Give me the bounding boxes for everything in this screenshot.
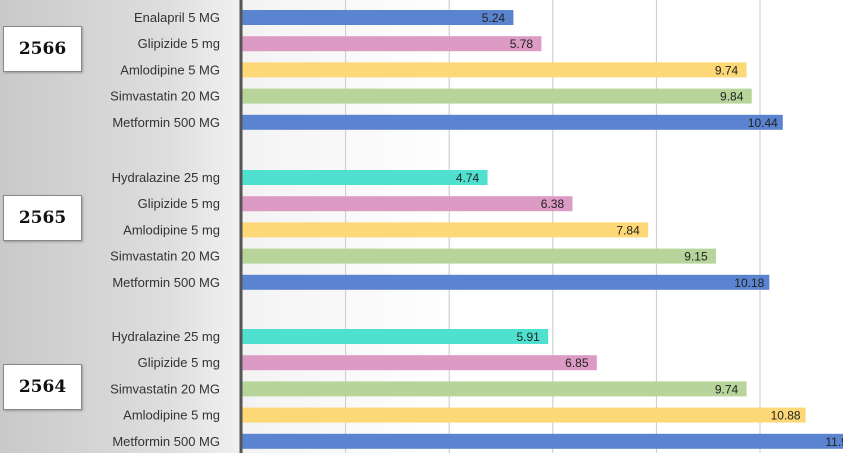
category-label: Amlodipine 5 mg — [123, 222, 220, 237]
category-label: Amlodipine 5 mg — [123, 408, 220, 423]
value-label: 6.85 — [565, 356, 589, 370]
bar — [242, 407, 806, 423]
bar — [242, 62, 747, 78]
category-label: Hydralazine 25 mg — [112, 329, 220, 344]
bar — [242, 88, 752, 104]
value-label: 5.24 — [482, 11, 506, 25]
year-label-2566: 2566 — [18, 39, 67, 59]
bar — [242, 355, 597, 371]
value-label: 10.88 — [771, 409, 801, 423]
bar — [242, 381, 747, 397]
value-label: 9.84 — [720, 90, 744, 104]
category-label: Metformin 500 MG — [112, 434, 220, 449]
value-label: 5.78 — [510, 37, 534, 51]
category-label: Amlodipine 5 MG — [120, 62, 220, 77]
value-label: 9.74 — [715, 382, 739, 396]
value-label: 11.93 — [825, 435, 843, 449]
year-label-2565: 2565 — [18, 208, 67, 228]
bar — [242, 10, 514, 25]
value-label: 5.91 — [516, 330, 540, 344]
value-label: 7.84 — [616, 223, 640, 237]
bar — [242, 248, 716, 264]
category-label: Glipizide 5 mg — [138, 355, 220, 370]
category-label: Metformin 500 MG — [112, 275, 220, 290]
bar — [242, 222, 649, 238]
category-label: Simvastatin 20 MG — [110, 381, 220, 396]
year-box-2564: 2564 — [3, 364, 82, 410]
value-label: 9.74 — [715, 63, 739, 77]
value-label: 10.18 — [734, 276, 764, 290]
bar — [242, 433, 843, 449]
value-label: 6.38 — [541, 197, 565, 211]
year-label-2564: 2564 — [18, 377, 67, 397]
value-label: 4.74 — [456, 171, 480, 185]
bar — [242, 114, 783, 130]
year-box-2565: 2565 — [3, 195, 82, 241]
bar — [242, 274, 770, 290]
bar — [242, 329, 549, 344]
value-label: 10.44 — [748, 116, 778, 130]
category-label: Hydralazine 25 mg — [112, 170, 220, 185]
bar — [242, 196, 573, 212]
category-label: Glipizide 5 mg — [138, 196, 220, 211]
category-label: Simvastatin 20 MG — [110, 249, 220, 264]
bar — [242, 36, 542, 52]
category-label: Enalapril 5 MG — [134, 10, 220, 25]
category-label: Metformin 500 MG — [112, 115, 220, 130]
value-label: 9.15 — [684, 250, 708, 264]
bar — [242, 170, 488, 185]
category-label: Glipizide 5 mg — [138, 36, 220, 51]
year-box-2566: 2566 — [3, 26, 82, 72]
category-label: Simvastatin 20 MG — [110, 89, 220, 104]
